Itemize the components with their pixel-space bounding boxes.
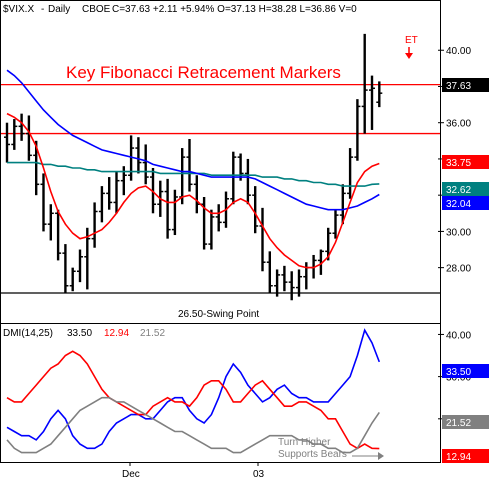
price-bar	[252, 186, 259, 234]
header-exchange: CBOE	[82, 4, 111, 15]
price-bar	[347, 148, 354, 199]
price-bar	[25, 115, 32, 161]
price-bar	[142, 144, 149, 185]
dmi-adx-value: 21.52	[140, 328, 165, 339]
price-bar	[266, 251, 273, 294]
price-bar	[201, 196, 208, 250]
price-bar	[33, 140, 40, 196]
price-bars	[4, 33, 383, 301]
price-bar	[47, 204, 54, 241]
svg-text:21.52: 21.52	[446, 418, 471, 429]
svg-text:32.04: 32.04	[446, 199, 471, 210]
price-y-tick-label-0: 28.00	[446, 264, 471, 275]
price-bar	[230, 151, 237, 205]
price-bar	[296, 269, 302, 297]
price-bar	[77, 249, 83, 283]
price-tag-blue: 32.04	[442, 196, 489, 210]
price-bar	[186, 139, 193, 192]
svg-text:12.94: 12.94	[446, 452, 471, 463]
dmi-y-tick-label-1: 30.00	[446, 373, 471, 384]
header-separator: -	[41, 4, 44, 15]
dmi-tag-plus: 33.50	[442, 364, 489, 378]
price-bar	[106, 177, 113, 210]
price-bar	[11, 119, 18, 150]
ma-blue-line	[6, 69, 380, 211]
fib-title: Key Fibonacci Retracement Markers	[66, 63, 341, 82]
dmi-minus-value: 12.94	[104, 328, 129, 339]
ma-red-line	[6, 112, 380, 269]
price-bar	[193, 175, 200, 214]
turn-arrow-icon	[352, 452, 384, 460]
dmi-y-tick-label-2: 40.00	[446, 330, 471, 341]
price-bar	[55, 209, 62, 261]
supports-bears-label: Supports Bears	[278, 449, 347, 460]
turn-higher-label: Turn Higher	[278, 437, 331, 448]
price-bar	[361, 33, 368, 134]
svg-text:33.75: 33.75	[446, 158, 471, 169]
price-bar	[274, 269, 281, 297]
header-quote: C=37.63 +2.11 +5.94% O=37.13 H=38.28 L=3…	[112, 4, 357, 15]
price-bar	[354, 99, 361, 161]
price-bar	[244, 158, 251, 205]
price-bar	[281, 265, 288, 292]
svg-text:37.63: 37.63	[446, 81, 471, 92]
dmi-label: DMI(14,25)	[3, 328, 53, 339]
price-bar	[62, 244, 69, 294]
price-y-tick-label-4: 36.00	[446, 119, 471, 130]
price-bar	[113, 171, 120, 214]
price-bar	[325, 227, 332, 261]
x-label-dec: Dec	[122, 469, 140, 480]
x-label-03: 03	[253, 469, 265, 480]
price-bar	[164, 178, 171, 239]
price-bar	[215, 204, 222, 232]
dmi-lines	[6, 328, 381, 454]
price-bar	[40, 173, 47, 232]
price-bar	[237, 153, 244, 181]
price-bar	[98, 186, 105, 223]
dmi-plus-value: 33.50	[67, 328, 92, 339]
price-bar	[376, 81, 383, 108]
dmi-adx-line	[6, 396, 380, 454]
price-bar	[317, 249, 324, 275]
price-bar	[91, 202, 98, 248]
price-bar	[208, 209, 215, 250]
price-bar	[171, 189, 178, 236]
price-tag-red: 33.75	[442, 155, 489, 169]
price-tag-last: 37.63	[442, 78, 489, 92]
dmi-plus-line	[6, 328, 381, 450]
price-bar	[339, 184, 346, 225]
price-bar	[135, 137, 142, 174]
price-bar	[259, 207, 266, 272]
svg-text:33.50: 33.50	[446, 367, 471, 378]
price-bar	[4, 122, 10, 163]
price-bar	[128, 135, 135, 181]
price-bar	[18, 113, 25, 141]
price-tag-teal: 32.62	[442, 182, 489, 196]
header-period: Daily	[48, 4, 70, 15]
dmi-tag-minus: 12.94	[442, 449, 489, 463]
dmi-tag-adx: 21.52	[442, 415, 489, 429]
price-bar	[69, 267, 76, 292]
moving-averages	[6, 69, 380, 269]
price-bar	[288, 271, 295, 301]
svg-text:32.62: 32.62	[446, 185, 471, 196]
dmi-minus-line	[6, 350, 380, 450]
horizontal-lines	[1, 84, 440, 294]
swing-point-label: 26.50-Swing Point	[178, 309, 259, 320]
price-bar	[332, 209, 339, 239]
header-symbol: $VIX.X	[3, 4, 34, 15]
et-arrow-icon	[405, 47, 413, 59]
price-y-tick-label-6: 40.00	[446, 46, 471, 57]
price-bar	[369, 75, 375, 130]
price-y-tick-label-1: 30.00	[446, 227, 471, 238]
price-bar	[120, 166, 127, 196]
swing-label-bg	[176, 306, 264, 319]
ma-teal-line	[7, 161, 380, 187]
et-label: ET	[405, 35, 418, 46]
price-bar	[84, 227, 91, 290]
